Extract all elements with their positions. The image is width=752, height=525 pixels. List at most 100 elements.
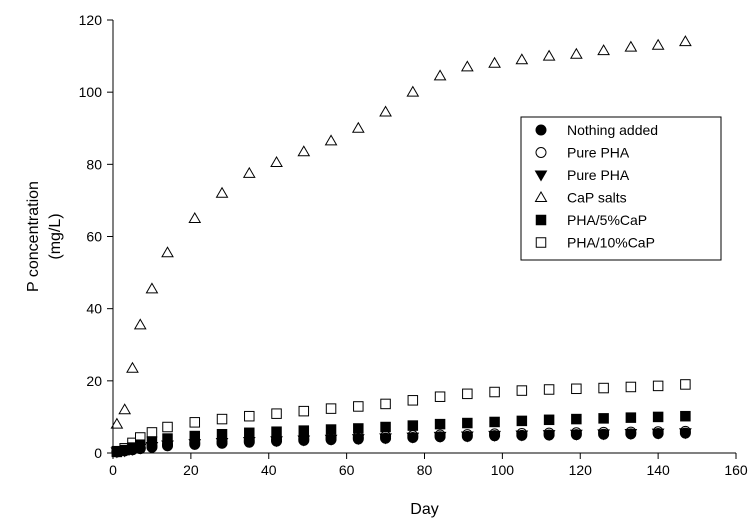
legend: Nothing added Pure PHA Pure PHA CaP salts PH… xyxy=(520,116,722,261)
data-point xyxy=(135,439,146,450)
data-point xyxy=(434,418,446,430)
data-point xyxy=(162,421,173,433)
data-point xyxy=(243,436,255,448)
data-point xyxy=(189,417,201,428)
legend-marker xyxy=(535,237,547,248)
data-point xyxy=(489,416,500,428)
data-point xyxy=(189,430,201,442)
data-point xyxy=(133,318,147,330)
data-point xyxy=(216,437,228,449)
data-point xyxy=(489,386,500,398)
x-tick-label: 0 xyxy=(109,462,117,478)
data-point xyxy=(352,433,364,445)
y-tick-label: 120 xyxy=(79,12,103,28)
data-point xyxy=(680,379,691,390)
y-ticks: 0 20 40 60 80 100 120 xyxy=(79,12,113,461)
data-point xyxy=(380,432,392,444)
legend-label: Pure PHA xyxy=(567,167,630,183)
series-3 xyxy=(110,35,692,429)
data-point xyxy=(325,434,337,446)
data-point xyxy=(324,134,338,146)
legend-label: Pure PHA xyxy=(567,145,630,161)
data-point xyxy=(625,381,637,393)
data-point xyxy=(462,417,473,429)
x-ticks: 0 20 40 60 80 100 120 140 160 xyxy=(109,453,748,478)
y-axis-title-line-2: (mg/L) xyxy=(47,213,64,259)
data-point xyxy=(434,431,446,443)
data-point xyxy=(271,435,283,447)
data-point xyxy=(652,380,664,392)
legend-marker xyxy=(535,124,547,136)
data-point xyxy=(118,403,132,415)
data-point xyxy=(543,414,555,426)
data-point xyxy=(244,427,255,439)
data-point xyxy=(652,411,664,423)
data-point xyxy=(651,38,665,50)
data-point xyxy=(297,145,311,157)
data-point xyxy=(516,415,528,427)
data-point xyxy=(351,121,365,133)
data-point xyxy=(679,427,691,439)
data-point xyxy=(162,433,173,444)
data-point xyxy=(489,430,501,442)
legend-marker xyxy=(535,147,547,158)
data-point xyxy=(244,410,255,422)
data-point xyxy=(325,424,337,435)
x-tick-label: 60 xyxy=(339,462,355,478)
data-point xyxy=(460,60,474,72)
data-point xyxy=(110,417,124,429)
legend-marker xyxy=(535,214,547,226)
legend-label: PHA/5%CaP xyxy=(567,212,647,228)
x-axis-title: Day xyxy=(410,501,438,518)
data-point xyxy=(406,85,420,97)
data-point xyxy=(298,434,310,446)
legend-label: CaP salts xyxy=(567,190,627,206)
data-point xyxy=(216,428,228,440)
legend-box xyxy=(520,116,722,261)
y-tick-label: 60 xyxy=(86,229,102,245)
data-point xyxy=(126,361,139,373)
data-point xyxy=(543,429,555,441)
data-point xyxy=(188,211,202,223)
x-tick-label: 80 xyxy=(417,462,433,478)
data-point xyxy=(271,408,282,419)
data-point xyxy=(461,430,473,442)
x-tick-label: 20 xyxy=(183,462,199,478)
x-tick-label: 100 xyxy=(491,462,515,478)
data-point xyxy=(434,391,446,402)
data-point xyxy=(598,382,609,394)
data-point xyxy=(680,410,691,422)
x-tick-label: 140 xyxy=(646,462,670,478)
data-point xyxy=(145,282,159,294)
data-point xyxy=(380,421,391,433)
x-tick-label: 40 xyxy=(261,462,277,478)
data-point xyxy=(407,420,419,431)
data-point xyxy=(652,428,664,440)
data-point xyxy=(571,413,582,425)
y-tick-label: 20 xyxy=(86,373,102,389)
y-tick-label: 40 xyxy=(86,301,102,317)
data-point xyxy=(571,383,582,395)
data-point xyxy=(624,40,638,52)
data-point xyxy=(598,413,609,424)
data-point xyxy=(161,246,174,258)
data-point xyxy=(462,388,473,400)
legend-label: Nothing added xyxy=(567,122,658,138)
data-point xyxy=(298,405,310,417)
data-point xyxy=(353,423,364,434)
legend-marker xyxy=(534,170,548,182)
data-point xyxy=(542,49,556,61)
series-4 xyxy=(111,410,691,458)
data-point xyxy=(216,413,228,425)
data-point xyxy=(271,426,282,437)
legend-marker xyxy=(534,191,548,202)
data-point xyxy=(270,156,283,168)
y-tick-label: 100 xyxy=(79,84,103,100)
data-point xyxy=(433,69,447,81)
data-point xyxy=(625,412,637,423)
data-point xyxy=(569,47,583,59)
data-point xyxy=(543,384,555,395)
legend-label: PHA/10%CaP xyxy=(567,235,655,251)
plot-area xyxy=(110,35,692,459)
